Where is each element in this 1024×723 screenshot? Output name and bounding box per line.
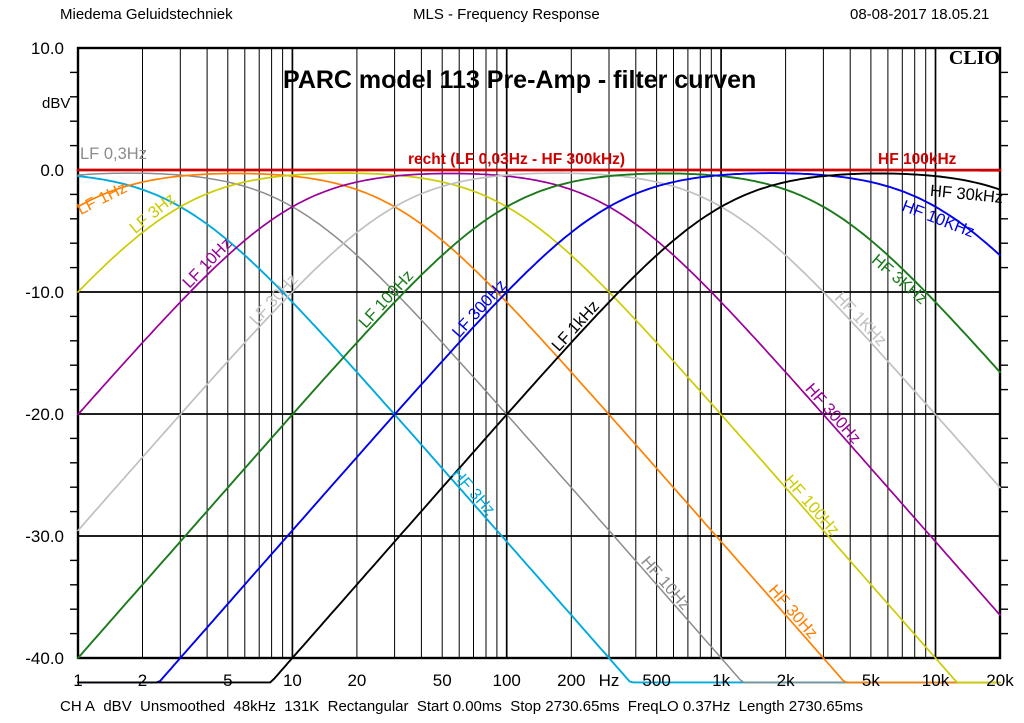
- svg-text:10k: 10k: [922, 671, 950, 690]
- svg-text:5k: 5k: [862, 671, 880, 690]
- svg-text:-40.0: -40.0: [25, 649, 64, 668]
- svg-text:20k: 20k: [986, 671, 1014, 690]
- svg-text:HF 100kHz: HF 100kHz: [878, 151, 957, 168]
- svg-text:100: 100: [493, 671, 521, 690]
- svg-text:HF 10KHz: HF 10KHz: [899, 197, 976, 241]
- svg-text:-10.0: -10.0: [25, 283, 64, 302]
- svg-text:HF 10Hz: HF 10Hz: [637, 553, 693, 614]
- svg-text:HF 30kHz: HF 30kHz: [929, 182, 1004, 207]
- svg-text:LF 1kHz: LF 1kHz: [548, 297, 603, 355]
- svg-text:20: 20: [347, 671, 366, 690]
- svg-text:0.0: 0.0: [40, 161, 64, 180]
- svg-text:2k: 2k: [777, 671, 795, 690]
- svg-text:-20.0: -20.0: [25, 405, 64, 424]
- svg-text:2: 2: [138, 671, 147, 690]
- svg-text:1k: 1k: [712, 671, 730, 690]
- svg-text:LF 0,3Hz: LF 0,3Hz: [80, 145, 147, 163]
- svg-text:500: 500: [642, 671, 670, 690]
- svg-text:recht (LF 0,03Hz - HF 300kHz): recht (LF 0,03Hz - HF 300kHz): [408, 151, 625, 168]
- svg-text:Hz: Hz: [599, 671, 620, 690]
- svg-text:10.0: 10.0: [31, 39, 64, 58]
- svg-text:PARC model 113 Pre-Amp - filte: PARC model 113 Pre-Amp - filter curven: [283, 66, 756, 94]
- svg-text:LF 30Hz: LF 30Hz: [246, 271, 302, 329]
- svg-text:-30.0: -30.0: [25, 527, 64, 546]
- svg-text:LF 100Hz: LF 100Hz: [355, 267, 417, 332]
- svg-text:HF 1KHz: HF 1KHz: [831, 289, 890, 350]
- svg-text:200: 200: [557, 671, 585, 690]
- svg-text:HF 100Hz: HF 100Hz: [780, 472, 843, 540]
- svg-text:HF 3KHz: HF 3KHz: [868, 251, 931, 308]
- svg-text:5: 5: [223, 671, 232, 690]
- svg-text:LF 3Hz: LF 3Hz: [126, 190, 178, 238]
- svg-text:CLIO: CLIO: [949, 47, 1000, 69]
- svg-text:10: 10: [283, 671, 302, 690]
- svg-text:1: 1: [73, 671, 82, 690]
- svg-text:50: 50: [433, 671, 452, 690]
- svg-text:HF 30Hz: HF 30Hz: [765, 581, 821, 642]
- svg-text:LF 300Hz: LF 300Hz: [449, 276, 511, 341]
- svg-text:LF 1Hz: LF 1Hz: [74, 179, 130, 219]
